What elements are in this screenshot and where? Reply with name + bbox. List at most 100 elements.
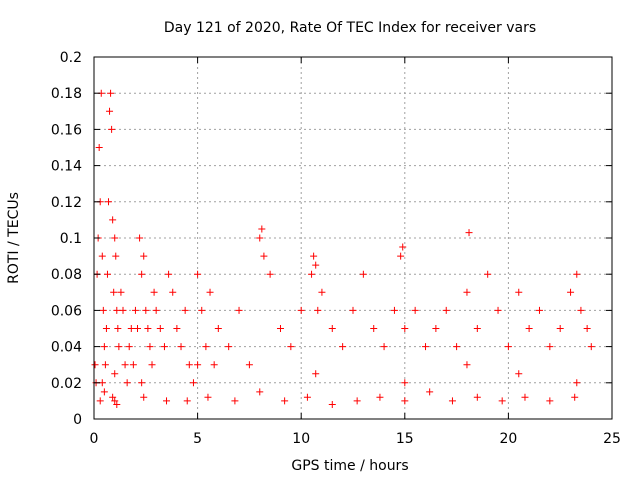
plus-marker <box>266 270 274 278</box>
plus-marker <box>314 306 322 314</box>
plus-marker <box>148 361 156 369</box>
data-point <box>571 393 579 401</box>
data-point <box>204 393 212 401</box>
data-point <box>225 343 233 351</box>
plus-marker <box>111 234 119 242</box>
data-point <box>318 288 326 296</box>
plus-marker <box>401 325 409 332</box>
plus-marker <box>370 325 378 332</box>
data-point <box>426 388 434 396</box>
plus-marker <box>380 343 388 351</box>
data-point <box>115 343 123 351</box>
plus-marker <box>140 252 148 260</box>
data-point <box>376 393 384 401</box>
data-point <box>109 216 117 224</box>
plus-marker <box>210 361 218 369</box>
plus-marker <box>106 107 114 115</box>
data-point <box>231 397 239 405</box>
plus-marker <box>202 343 210 351</box>
plus-marker <box>515 288 523 296</box>
plus-marker <box>127 325 135 332</box>
plus-marker <box>163 397 171 405</box>
plus-marker <box>165 270 173 278</box>
data-point <box>583 325 591 332</box>
plus-marker <box>583 325 591 332</box>
plus-marker <box>109 393 117 401</box>
data-point <box>152 306 160 314</box>
data-point <box>144 325 152 332</box>
data-point <box>308 270 316 278</box>
data-point <box>260 252 268 260</box>
data-point <box>131 306 139 314</box>
data-point <box>109 393 117 401</box>
plus-marker <box>515 370 523 378</box>
data-point <box>515 288 523 296</box>
data-point <box>401 325 409 332</box>
data-point <box>119 306 127 314</box>
data-point <box>397 252 405 260</box>
data-point <box>535 306 543 314</box>
plus-marker <box>312 370 320 378</box>
data-point <box>473 325 481 332</box>
plus-marker <box>399 243 407 251</box>
plus-marker <box>119 306 127 314</box>
plus-marker <box>109 216 117 224</box>
plus-marker <box>111 397 119 405</box>
data-point <box>349 306 357 314</box>
y-tick-label: 0.12 <box>51 195 82 211</box>
data-point <box>266 270 274 278</box>
data-point <box>129 361 137 369</box>
plus-marker <box>156 325 164 332</box>
data-point <box>125 343 133 351</box>
data-point <box>484 270 492 278</box>
plus-marker <box>152 306 160 314</box>
data-point <box>169 288 177 296</box>
data-point <box>111 397 119 405</box>
data-point <box>515 370 523 378</box>
plus-marker <box>281 397 289 405</box>
y-tick-label: 0 <box>73 412 82 428</box>
data-point <box>100 388 108 396</box>
data-point <box>185 361 193 369</box>
plus-marker <box>571 393 579 401</box>
y-tick-label: 0.2 <box>60 50 82 66</box>
data-point <box>106 107 114 115</box>
plus-marker <box>103 270 111 278</box>
plus-marker <box>169 288 177 296</box>
plus-marker <box>504 343 512 351</box>
data-point <box>353 397 361 405</box>
plus-marker <box>328 401 336 409</box>
data-point <box>448 397 456 405</box>
plus-marker <box>473 325 481 332</box>
data-point <box>100 343 108 351</box>
plus-marker <box>198 306 206 314</box>
data-point <box>105 198 113 206</box>
plus-marker <box>146 343 154 351</box>
plus-marker <box>173 325 181 332</box>
data-point <box>206 288 214 296</box>
data-point <box>140 393 148 401</box>
data-point <box>110 288 118 296</box>
data-point <box>198 306 206 314</box>
plus-marker <box>359 270 367 278</box>
plus-marker <box>181 306 189 314</box>
chart-title: Day 121 of 2020, Rate Of TEC Index for r… <box>164 20 536 36</box>
data-point <box>494 306 502 314</box>
plus-marker <box>401 397 409 405</box>
plus-marker <box>108 125 116 133</box>
data-point <box>91 361 99 369</box>
data-point <box>287 343 295 351</box>
plus-marker <box>318 288 326 296</box>
plus-marker <box>150 288 158 296</box>
data-point <box>504 343 512 351</box>
data-point <box>463 288 471 296</box>
plus-marker <box>105 198 113 206</box>
data-point <box>380 343 388 351</box>
data-point <box>138 270 146 278</box>
plus-marker <box>573 379 581 387</box>
plus-marker <box>115 343 123 351</box>
data-point <box>113 401 121 409</box>
plus-marker <box>245 361 253 369</box>
plus-marker <box>98 252 106 260</box>
